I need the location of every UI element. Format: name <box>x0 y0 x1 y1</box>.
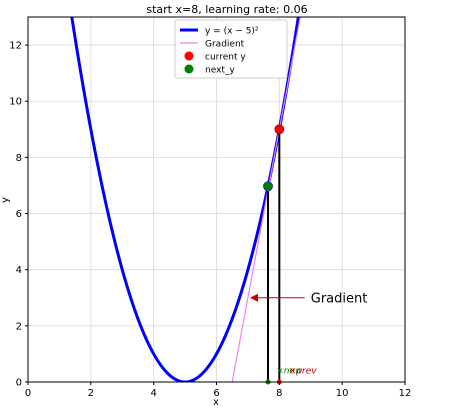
x-tick-label: 6 <box>213 388 219 399</box>
plot-area <box>70 17 301 382</box>
chart-title: start x=8, learning rate: 0.06 <box>146 3 307 16</box>
legend-label: current y <box>205 53 246 63</box>
y-tick-label: 8 <box>16 153 22 164</box>
legend-label: next_y <box>205 66 235 76</box>
x-tick-label: 4 <box>150 388 156 399</box>
x-tick-label: 12 <box>399 388 412 399</box>
y-tick-label: 12 <box>9 41 22 52</box>
prev-label: ×prev <box>289 367 317 377</box>
new-label: ×new <box>276 367 303 377</box>
gradient-annotation: Gradient <box>311 291 368 306</box>
y-tick-label: 6 <box>16 209 22 220</box>
gradient-tangent-line <box>231 17 301 382</box>
overlay-marks: Gradient ×new×prev <box>250 124 368 385</box>
y-axis-ticks: 0 2 4 6 8 10 12 <box>9 41 28 389</box>
x-tick-label: 0 <box>25 388 31 399</box>
x-axis-label: x <box>213 397 219 408</box>
legend: y = (x − 5)² Gradient current y next_y <box>174 19 288 79</box>
y-axis-label: y <box>0 197 11 203</box>
parabola-curve <box>70 17 300 382</box>
x-axis-ticks: 0 2 4 6 8 10 12 <box>25 382 412 399</box>
legend-label: y = (x − 5)² <box>205 27 259 37</box>
legend-label: Gradient <box>205 40 245 50</box>
legend-box <box>174 19 288 79</box>
next-y-point <box>263 181 274 192</box>
x-tick-label: 10 <box>336 388 349 399</box>
current-y-point <box>274 124 285 135</box>
x-tick-label: 2 <box>88 388 94 399</box>
y-tick-label: 10 <box>9 97 22 108</box>
legend-marker <box>184 51 194 61</box>
y-tick-label: 2 <box>16 321 22 332</box>
y-tick-label: 4 <box>16 265 22 276</box>
y-tick-label: 0 <box>16 378 22 389</box>
legend-marker <box>184 64 194 74</box>
x-tick-label: 8 <box>276 388 282 399</box>
